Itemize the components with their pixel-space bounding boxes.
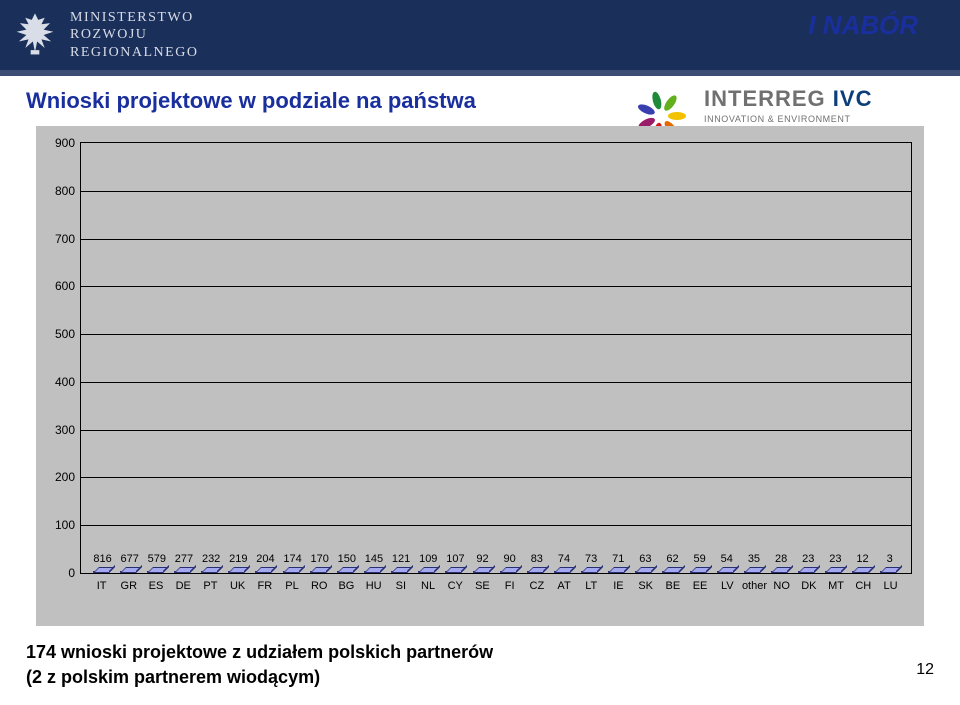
chart-gridline bbox=[81, 286, 911, 287]
chart-value-label: 90 bbox=[504, 553, 516, 565]
interreg-brand-blue: IVC bbox=[826, 86, 873, 111]
chart-value-label: 677 bbox=[121, 553, 139, 565]
chart-value-label: 23 bbox=[802, 553, 814, 565]
chart-x-label: CH bbox=[850, 574, 877, 602]
chart-x-label: AT bbox=[550, 574, 577, 602]
chart-value-label: 54 bbox=[721, 553, 733, 565]
chart-y-tick: 800 bbox=[55, 184, 81, 198]
chart-y-tick: 400 bbox=[55, 375, 81, 389]
chart-bars: 816 677 579 277 232 219 204 174 170 150 145 121 109 1… bbox=[89, 143, 903, 573]
chart-x-label: ES bbox=[142, 574, 169, 602]
chart-x-label: IT bbox=[88, 574, 115, 602]
chart-value-label: 59 bbox=[694, 553, 706, 565]
chart-gridline bbox=[81, 239, 911, 240]
chart-x-label: CY bbox=[442, 574, 469, 602]
interreg-brand-gray: INTERREG bbox=[704, 86, 826, 111]
eagle-emblem-icon bbox=[0, 0, 70, 70]
footnote-line-1: 174 wnioski projektowe z udziałem polski… bbox=[26, 640, 493, 664]
chart-x-label: other bbox=[741, 574, 768, 602]
chart-y-tick: 0 bbox=[68, 566, 81, 580]
chart-value-label: 28 bbox=[775, 553, 787, 565]
chart-x-label: EE bbox=[686, 574, 713, 602]
chart-x-label: DE bbox=[170, 574, 197, 602]
chart-x-label: UK bbox=[224, 574, 251, 602]
chart-value-label: 92 bbox=[476, 553, 488, 565]
chart-y-tick: 200 bbox=[55, 470, 81, 484]
interreg-tagline-1: INNOVATION & ENVIRONMENT bbox=[704, 114, 851, 124]
chart-value-label: 219 bbox=[229, 553, 247, 565]
chart-value-label: 107 bbox=[446, 553, 464, 565]
chart-value-label: 74 bbox=[558, 553, 570, 565]
chart-x-label: NO bbox=[768, 574, 795, 602]
chart-gridline bbox=[81, 477, 911, 478]
chart-gridline bbox=[81, 430, 911, 431]
chart-x-label: IE bbox=[605, 574, 632, 602]
chart-y-tick: 700 bbox=[55, 232, 81, 246]
chart-x-label: PL bbox=[278, 574, 305, 602]
chart-plot: 816 677 579 277 232 219 204 174 170 150 145 121 109 1… bbox=[80, 142, 912, 602]
ministry-name: MINISTERSTWO ROZWOJU REGIONALNEGO bbox=[70, 9, 198, 62]
ministry-line: ROZWOJU bbox=[70, 26, 198, 44]
chart-value-label: 23 bbox=[829, 553, 841, 565]
chart-x-label: RO bbox=[306, 574, 333, 602]
chart-y-tick: 900 bbox=[55, 136, 81, 150]
chart-value-label: 12 bbox=[856, 553, 868, 565]
interreg-brand: INTERREG IVC bbox=[704, 86, 872, 112]
chart-value-label: 3 bbox=[887, 553, 893, 565]
chart-value-label: 204 bbox=[256, 553, 274, 565]
chart-x-label: BE bbox=[659, 574, 686, 602]
ministry-line: MINISTERSTWO bbox=[70, 9, 198, 27]
chart-x-label: BG bbox=[333, 574, 360, 602]
chart-y-tick: 300 bbox=[55, 423, 81, 437]
chart-gridline bbox=[81, 334, 911, 335]
chart-value-label: 121 bbox=[392, 553, 410, 565]
chart-value-label: 232 bbox=[202, 553, 220, 565]
chart-value-label: 816 bbox=[93, 553, 111, 565]
chart-x-label: SE bbox=[469, 574, 496, 602]
chart-gridline bbox=[81, 525, 911, 526]
chart-x-label: DK bbox=[795, 574, 822, 602]
chart-x-labels: ITGRESDEPTUKFRPLROBGHUSINLCYSEFICZATLTIE… bbox=[88, 574, 904, 602]
chart-x-label: LT bbox=[578, 574, 605, 602]
bar-chart: 816 677 579 277 232 219 204 174 170 150 145 121 109 1… bbox=[36, 126, 924, 626]
chart-value-label: 150 bbox=[338, 553, 356, 565]
chart-x-label: PT bbox=[197, 574, 224, 602]
chart-title: Wnioski projektowe w podziale na państwa bbox=[26, 88, 476, 114]
chart-value-label: 277 bbox=[175, 553, 193, 565]
chart-value-label: 71 bbox=[612, 553, 624, 565]
chart-x-label: LU bbox=[877, 574, 904, 602]
chart-value-label: 63 bbox=[639, 553, 651, 565]
chart-value-label: 174 bbox=[283, 553, 301, 565]
chart-value-label: 73 bbox=[585, 553, 597, 565]
chart-x-label: NL bbox=[414, 574, 441, 602]
chart-gridline bbox=[81, 382, 911, 383]
chart-value-label: 579 bbox=[148, 553, 166, 565]
ministry-line: REGIONALNEGO bbox=[70, 44, 198, 62]
chart-x-label: SI bbox=[387, 574, 414, 602]
chart-x-label: LV bbox=[714, 574, 741, 602]
chart-plot-area: 816 677 579 277 232 219 204 174 170 150 145 121 109 1… bbox=[80, 142, 912, 574]
chart-y-tick: 600 bbox=[55, 279, 81, 293]
chart-x-label: FI bbox=[496, 574, 523, 602]
chart-value-label: 62 bbox=[666, 553, 678, 565]
chart-x-label: CZ bbox=[523, 574, 550, 602]
footnote-line-2: (2 z polskim partnerem wiodącym) bbox=[26, 665, 493, 689]
chart-value-label: 35 bbox=[748, 553, 760, 565]
chart-y-tick: 100 bbox=[55, 518, 81, 532]
header-underline bbox=[0, 70, 960, 76]
chart-x-label: MT bbox=[822, 574, 849, 602]
slide-title: I NABÓR bbox=[808, 10, 918, 41]
chart-value-label: 83 bbox=[531, 553, 543, 565]
chart-value-label: 145 bbox=[365, 553, 383, 565]
chart-value-label: 170 bbox=[311, 553, 329, 565]
chart-value-label: 109 bbox=[419, 553, 437, 565]
footnote: 174 wnioski projektowe z udziałem polski… bbox=[26, 640, 493, 689]
chart-y-tick: 500 bbox=[55, 327, 81, 341]
page-number: 12 bbox=[916, 661, 934, 679]
chart-x-label: SK bbox=[632, 574, 659, 602]
chart-x-label: FR bbox=[251, 574, 278, 602]
chart-x-label: HU bbox=[360, 574, 387, 602]
chart-x-label: GR bbox=[115, 574, 142, 602]
chart-gridline bbox=[81, 191, 911, 192]
